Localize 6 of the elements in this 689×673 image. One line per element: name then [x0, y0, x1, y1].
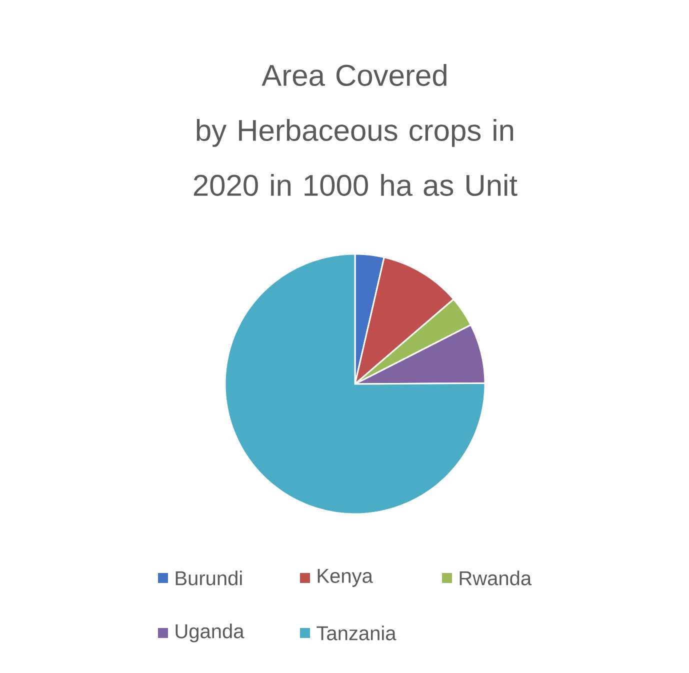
legend-label: Uganda	[176, 624, 244, 642]
legend-label: Tanzania	[316, 626, 396, 640]
legend-label: Kenya	[318, 569, 373, 587]
chart-title: Area Covered by Herbaceous crops in 2020 in 1000 ha as Unit	[194, 64, 518, 196]
legend-label: Burundi	[176, 570, 242, 586]
legend-label: Rwanda	[460, 570, 532, 586]
